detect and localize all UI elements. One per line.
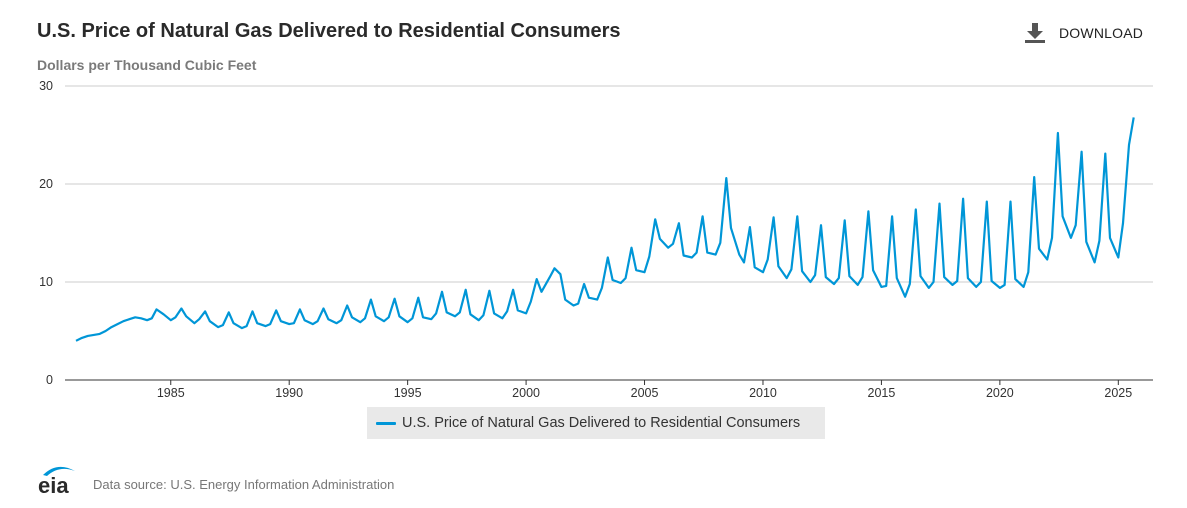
y-tick-label: 0 (46, 373, 53, 387)
eia-logo-text: eia (38, 473, 69, 497)
series-line[interactable] (75, 117, 1135, 342)
footer: eia Data source: U.S. Energy Information… (37, 463, 394, 497)
x-tick-label: 2025 (1104, 386, 1132, 400)
y-tick-label: 30 (39, 79, 53, 93)
data-source: Data source: U.S. Energy Information Adm… (93, 476, 395, 492)
x-tick-label: 1995 (394, 386, 422, 400)
download-button[interactable]: DOWNLOAD (1024, 22, 1143, 44)
x-tick-label: 2010 (749, 386, 777, 400)
eia-logo: eia (38, 466, 75, 497)
chart-title: U.S. Price of Natural Gas Delivered to R… (37, 20, 621, 42)
eia-logo-swoosh (43, 466, 75, 476)
y-tick-label: 10 (39, 275, 53, 289)
download-icon (1025, 23, 1045, 43)
x-axis-ticks: 1985 1990 1995 2000 2005 2010 2015 2020 2025 (157, 380, 1132, 400)
legend-label: U.S. Price of Natural Gas Delivered to R… (402, 415, 801, 431)
line-chart: 0 10 20 30 1985 1990 1995 2000 2005 2010 2015 2020… (39, 79, 1153, 400)
x-tick-label: 1990 (275, 386, 303, 400)
y-tick-label: 20 (39, 177, 53, 191)
x-tick-label: 2020 (986, 386, 1014, 400)
x-tick-label: 1985 (157, 386, 185, 400)
download-label: DOWNLOAD (1059, 25, 1144, 41)
x-tick-label: 2000 (512, 386, 540, 400)
legend-swatch (376, 421, 396, 425)
y-axis-ticks: 0 10 20 30 (39, 79, 53, 387)
legend-item[interactable]: U.S. Price of Natural Gas Delivered to R… (367, 407, 825, 439)
x-tick-label: 2005 (631, 386, 659, 400)
chart-subtitle: Dollars per Thousand Cubic Feet (37, 57, 257, 73)
x-tick-label: 2015 (868, 386, 896, 400)
